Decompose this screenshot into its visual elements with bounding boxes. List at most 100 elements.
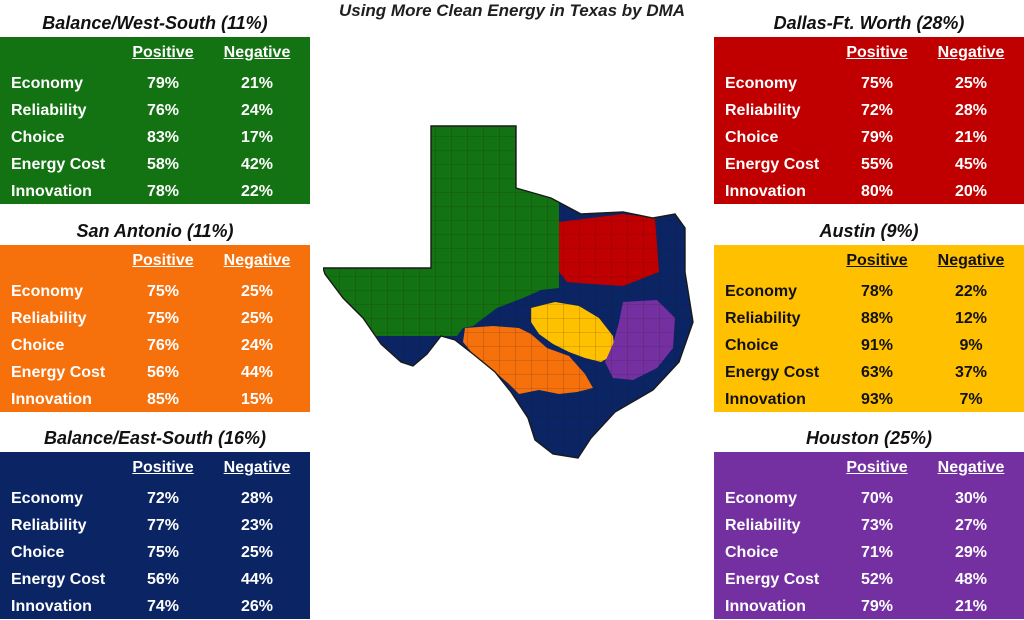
positive-value: 73% — [860, 517, 894, 534]
column-header-negative: Negative — [223, 252, 291, 269]
positive-value: 72% — [860, 102, 894, 119]
positive-value: 91% — [860, 337, 894, 354]
panel-title-west-south: Balance/West-South (11%) — [42, 13, 268, 33]
table-row: Innovation 79% 21% — [714, 593, 1024, 620]
negative-value: 21% — [954, 129, 988, 146]
table-row: Innovation 78% 22% — [0, 178, 310, 205]
negative-value: 27% — [954, 517, 988, 534]
positive-value: 88% — [860, 310, 894, 327]
row-label: Economy — [11, 75, 84, 92]
table-row: Economy 79% 21% — [0, 70, 310, 97]
positive-value: 75% — [146, 283, 180, 300]
table-row: Reliability 75% 25% — [0, 305, 310, 332]
row-label: Economy — [725, 490, 798, 507]
table-row: Choice 91% 9% — [714, 332, 1024, 359]
panel-title-san-antonio: San Antonio (11%) — [76, 221, 234, 241]
row-label: Choice — [11, 544, 65, 561]
page-title: Using More Clean Energy in Texas by DMA — [338, 1, 686, 20]
table-row: Reliability 77% 23% — [0, 512, 310, 539]
negative-value: 22% — [954, 283, 988, 300]
negative-value: 17% — [240, 129, 274, 146]
positive-value: 77% — [146, 517, 180, 534]
table-row: Economy 75% 25% — [714, 70, 1024, 97]
panel-west-south: Positive Negative Economy 79% 21% Reliability… — [0, 37, 310, 204]
negative-value: 30% — [954, 490, 988, 507]
positive-value: 78% — [860, 283, 894, 300]
row-label: Economy — [11, 283, 84, 300]
row-label: Energy Cost — [11, 156, 106, 173]
negative-value: 24% — [240, 102, 274, 119]
row-label: Innovation — [11, 183, 92, 200]
table-row: Energy Cost 56% 44% — [0, 359, 310, 386]
panel-title-east-south: Balance/East-South (16%) — [43, 428, 267, 448]
texas-outline — [323, 125, 694, 459]
table-row: Energy Cost 58% 42% — [0, 151, 310, 178]
column-header-positive: Positive — [846, 459, 908, 476]
negative-value: 25% — [240, 544, 274, 561]
panel-title-houston: Houston (25%) — [806, 428, 932, 448]
positive-value: 58% — [146, 156, 180, 173]
row-label: Innovation — [11, 391, 92, 408]
table-row: Innovation 93% 7% — [714, 386, 1024, 413]
table-row: Energy Cost 63% 37% — [714, 359, 1024, 386]
positive-value: 79% — [860, 598, 894, 615]
panel-title-dallas: Dallas-Ft. Worth (28%) — [773, 13, 965, 33]
negative-value: 28% — [954, 102, 988, 119]
negative-value: 29% — [954, 544, 988, 561]
negative-value: 44% — [240, 571, 274, 588]
table-row: Energy Cost 52% 48% — [714, 566, 1024, 593]
positive-value: 85% — [146, 391, 180, 408]
row-label: Economy — [725, 283, 798, 300]
positive-value: 55% — [860, 156, 894, 173]
table-row: Choice 75% 25% — [0, 539, 310, 566]
positive-value: 93% — [860, 391, 894, 408]
table-row: Economy 72% 28% — [0, 485, 310, 512]
table-row: Economy 75% 25% — [0, 278, 310, 305]
panel-east-south: Positive Negative Economy 72% 28% Reliability… — [0, 452, 310, 619]
row-label: Innovation — [725, 598, 806, 615]
panel-austin: Positive Negative Economy 78% 22% Reliability… — [714, 245, 1024, 412]
negative-value: 25% — [240, 283, 274, 300]
row-label: Energy Cost — [11, 571, 106, 588]
table-row: Reliability 72% 28% — [714, 97, 1024, 124]
table-row: Economy 70% 30% — [714, 485, 1024, 512]
row-label: Economy — [725, 75, 798, 92]
table-row: Economy 78% 22% — [714, 278, 1024, 305]
row-label: Reliability — [11, 102, 87, 119]
row-label: Reliability — [725, 310, 801, 327]
positive-value: 75% — [146, 310, 180, 327]
negative-value: 20% — [954, 183, 988, 200]
negative-value: 26% — [240, 598, 274, 615]
negative-value: 25% — [240, 310, 274, 327]
positive-value: 76% — [146, 337, 180, 354]
table-row: Reliability 76% 24% — [0, 97, 310, 124]
column-header-negative: Negative — [223, 44, 291, 61]
panel-san-antonio: Positive Negative Economy 75% 25% Reliability… — [0, 245, 310, 412]
positive-value: 80% — [860, 183, 894, 200]
column-header-positive: Positive — [132, 459, 194, 476]
table-row: Innovation 85% 15% — [0, 386, 310, 413]
positive-value: 78% — [146, 183, 180, 200]
positive-value: 75% — [860, 75, 894, 92]
positive-value: 76% — [146, 102, 180, 119]
negative-value: 44% — [240, 364, 274, 381]
table-row: Choice 76% 24% — [0, 332, 310, 359]
table-row: Reliability 88% 12% — [714, 305, 1024, 332]
negative-value: 21% — [240, 75, 274, 92]
texas-dma-map — [323, 125, 694, 459]
row-label: Reliability — [11, 310, 87, 327]
negative-value: 23% — [240, 517, 274, 534]
negative-value: 15% — [240, 391, 274, 408]
positive-value: 71% — [860, 544, 894, 561]
column-header-positive: Positive — [132, 252, 194, 269]
negative-value: 37% — [954, 364, 988, 381]
positive-value: 83% — [146, 129, 180, 146]
column-header-negative: Negative — [223, 459, 291, 476]
row-label: Energy Cost — [11, 364, 106, 381]
column-header-negative: Negative — [937, 459, 1005, 476]
panel-dallas: Positive Negative Economy 75% 25% Reliability… — [714, 37, 1024, 204]
panel-title-austin: Austin (9%) — [819, 221, 919, 241]
column-header-positive: Positive — [846, 44, 908, 61]
negative-value: 24% — [240, 337, 274, 354]
row-label: Choice — [11, 129, 65, 146]
